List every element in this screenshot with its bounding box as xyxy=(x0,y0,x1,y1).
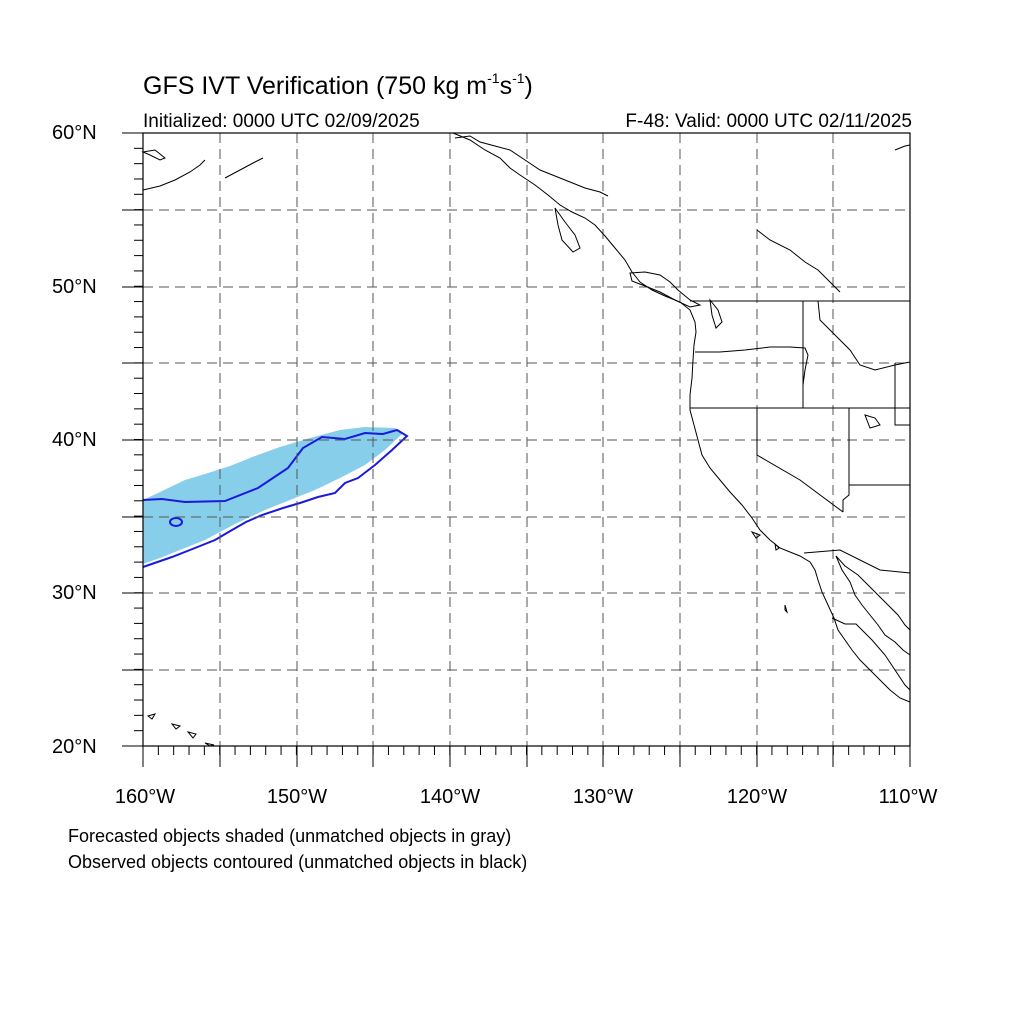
legend-note-forecast: Forecasted objects shaded (unmatched obj… xyxy=(68,826,512,846)
forecast-object-shaded xyxy=(143,427,402,564)
lon-label-130w: 130°W xyxy=(572,786,634,808)
lon-label-120w: 120°W xyxy=(726,786,788,808)
title-text-suffix: ) xyxy=(524,72,533,100)
axis-ticks xyxy=(122,132,911,767)
minor-ticks xyxy=(134,132,911,755)
grid-lines xyxy=(143,133,910,746)
observed-small-contour xyxy=(169,517,183,527)
map-title: GFS IVT Verification (750 kg m-1s-1) xyxy=(143,70,533,101)
lon-label-140w: 140°W xyxy=(419,786,481,808)
title-exponent-2: -1 xyxy=(512,70,525,86)
lon-label-150w: 150°W xyxy=(266,786,328,808)
title-exponent-1: -1 xyxy=(487,70,500,86)
observed-object-contour xyxy=(142,428,409,568)
lat-label-60n: 60°N xyxy=(52,122,97,144)
lon-label-160w: 160°W xyxy=(114,786,176,808)
lat-label-30n: 30°N xyxy=(52,582,97,604)
initialized-time: Initialized: 0000 UTC 02/09/2025 xyxy=(143,111,420,132)
lat-label-40n: 40°N xyxy=(52,429,97,451)
lat-label-50n: 50°N xyxy=(52,276,97,298)
lat-label-20n: 20°N xyxy=(52,736,97,758)
legend-note-observed: Observed objects contoured (unmatched ob… xyxy=(68,852,528,872)
title-text-middle: s xyxy=(499,72,513,100)
lon-label-110w: 110°W xyxy=(878,786,938,808)
title-text: GFS IVT Verification (750 kg m xyxy=(143,72,488,100)
valid-time: F-48: Valid: 0000 UTC 02/11/2025 xyxy=(625,111,912,132)
coastlines xyxy=(141,132,911,747)
